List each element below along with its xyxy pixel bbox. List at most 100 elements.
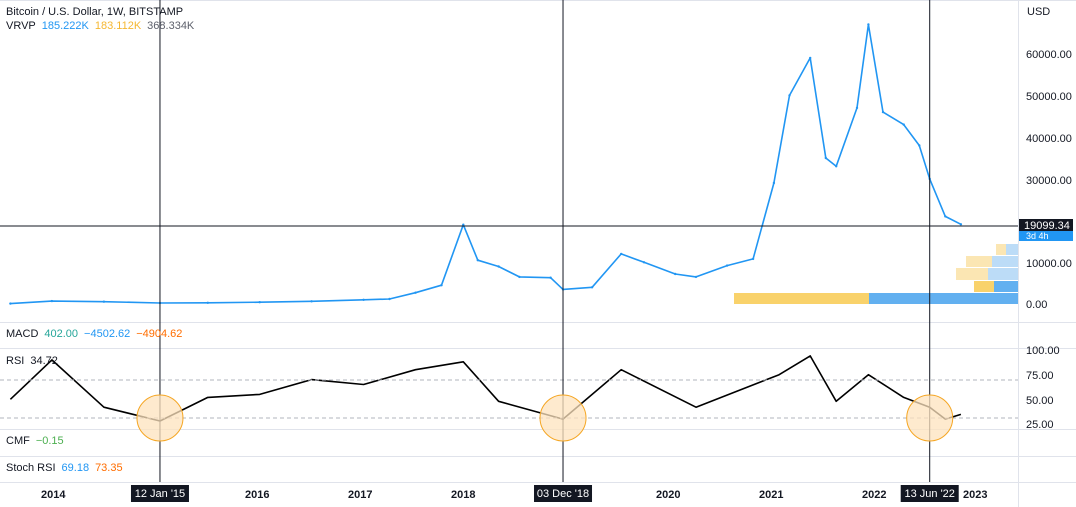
rsi-bottom-circle — [136, 394, 184, 442]
price-point — [959, 223, 963, 226]
price-point — [440, 284, 443, 287]
price-point — [362, 298, 365, 301]
price-point — [476, 259, 479, 262]
price-point — [310, 300, 313, 303]
rsi-bottom-circle — [539, 394, 587, 442]
macd-value-2: −4502.62 — [84, 328, 131, 340]
marker-date-label: 12 Jan '15 — [135, 488, 185, 500]
current-price-box — [1019, 219, 1073, 231]
price-point — [725, 264, 729, 267]
vrvp-value-3: 368.334K — [147, 20, 195, 32]
stoch-rsi-label: Stoch RSI — [6, 462, 56, 474]
vol-bar-yellow-main — [734, 293, 869, 304]
rsi-axis: 100.00 75.00 50.00 25.00 — [1026, 345, 1060, 431]
countdown-label: 3d 4h — [1026, 231, 1049, 241]
countdown-box — [1019, 231, 1073, 241]
vrvp-value-2: 183.112K — [94, 20, 142, 32]
vol-bar-blue-5 — [1006, 244, 1018, 255]
vol-bar-blue-3 — [988, 268, 1018, 280]
rsi-label: RSI — [6, 355, 25, 367]
price-point — [206, 301, 209, 304]
vol-bar-yellow-4 — [966, 256, 992, 267]
vrvp-legend: VRVP 185.222K 183.112K 368.334K — [6, 20, 200, 32]
stoch-rsi-legend: Stoch RSI 69.18 73.35 — [6, 462, 129, 474]
rsi-tick: 75.00 — [1026, 370, 1054, 382]
volume-profile — [734, 244, 1018, 304]
time-tick: 2016 — [245, 489, 269, 501]
price-axis: USD 60000.00 50000.00 40000.00 30000.00 … — [1019, 6, 1073, 311]
time-axis: 2014 2016 2017 2018 2020 2021 2022 2023 — [41, 489, 987, 501]
chart-title: Bitcoin / U.S. Dollar, 1W, BITSTAMP — [6, 6, 184, 18]
price-point — [694, 275, 698, 279]
price-point — [772, 181, 776, 185]
time-tick: 2018 — [451, 489, 475, 501]
price-tick: 50000.00 — [1026, 91, 1072, 103]
macd-legend: MACD 402.00 −4502.62 −4904.62 — [6, 328, 188, 340]
price-point — [788, 94, 791, 97]
price-tick: 60000.00 — [1026, 49, 1072, 61]
price-point — [881, 110, 885, 114]
time-tick: 2014 — [41, 489, 66, 501]
price-point — [620, 252, 623, 256]
rsi-bottom-circle — [906, 394, 954, 442]
price-point — [902, 123, 905, 126]
marker-date-box — [900, 485, 959, 502]
rsi-tick: 50.00 — [1026, 395, 1054, 407]
price-point — [918, 144, 921, 147]
stoch-rsi-value-1: 69.18 — [61, 462, 90, 474]
price-point — [414, 291, 417, 294]
price-point — [867, 23, 870, 26]
price-point — [9, 302, 12, 305]
macd-label: MACD — [6, 328, 39, 340]
price-tick: 30000.00 — [1026, 175, 1072, 187]
vol-bar-blue-2 — [994, 281, 1018, 292]
price-layer — [9, 23, 963, 305]
price-line — [10, 23, 962, 305]
marker-date-label: 03 Dec '18 — [537, 488, 589, 500]
stoch-rsi-value-2: 73.35 — [95, 462, 123, 474]
price-point — [258, 301, 261, 304]
marker-layer: 12 Jan '15 03 Dec '18 13 Jun '22 — [130, 0, 959, 502]
price-point — [809, 56, 812, 60]
current-price-label: 19099.34 — [1024, 220, 1070, 232]
price-point — [590, 286, 594, 289]
price-point — [944, 215, 947, 218]
time-tick: 2023 — [963, 489, 987, 501]
price-point — [497, 265, 500, 268]
price-point — [824, 156, 827, 160]
cmf-value: −0.15 — [35, 435, 64, 447]
cmf-label: CMF — [6, 435, 30, 447]
price-point — [642, 261, 646, 264]
marker-date-label: 13 Jun '22 — [904, 488, 954, 500]
price-point — [674, 272, 677, 276]
time-tick: 2022 — [862, 489, 886, 501]
price-point — [462, 223, 465, 226]
vrvp-value-1: 185.222K — [41, 20, 89, 32]
vol-bar-yellow-2 — [974, 281, 994, 292]
price-axis-unit: USD — [1027, 6, 1050, 18]
rsi-tick: 100.00 — [1026, 345, 1060, 357]
time-tick: 2021 — [759, 489, 783, 501]
cmf-legend: CMF −0.15 — [6, 435, 70, 447]
price-point — [855, 106, 859, 110]
vol-bar-yellow-5 — [996, 244, 1006, 255]
macd-value-3: −4904.62 — [136, 328, 183, 340]
price-point — [102, 300, 106, 303]
time-tick: 2017 — [348, 489, 372, 501]
price-point — [50, 299, 54, 303]
marker-date-box — [534, 485, 593, 502]
vol-bar-blue-main — [869, 293, 1018, 304]
rsi-legend: RSI 34.72 — [6, 355, 64, 367]
price-tick: 40000.00 — [1026, 133, 1072, 145]
price-point — [835, 165, 838, 168]
price-point — [518, 275, 521, 279]
time-tick: 2020 — [656, 489, 680, 501]
vol-bar-blue-4 — [992, 256, 1018, 267]
price-tick: 0.00 — [1026, 299, 1047, 311]
vrvp-label: VRVP — [6, 20, 36, 32]
rsi-tick: 25.00 — [1026, 419, 1054, 431]
vol-bar-yellow-3 — [956, 268, 988, 280]
price-point — [388, 297, 391, 301]
rsi-value: 34.72 — [30, 355, 58, 367]
